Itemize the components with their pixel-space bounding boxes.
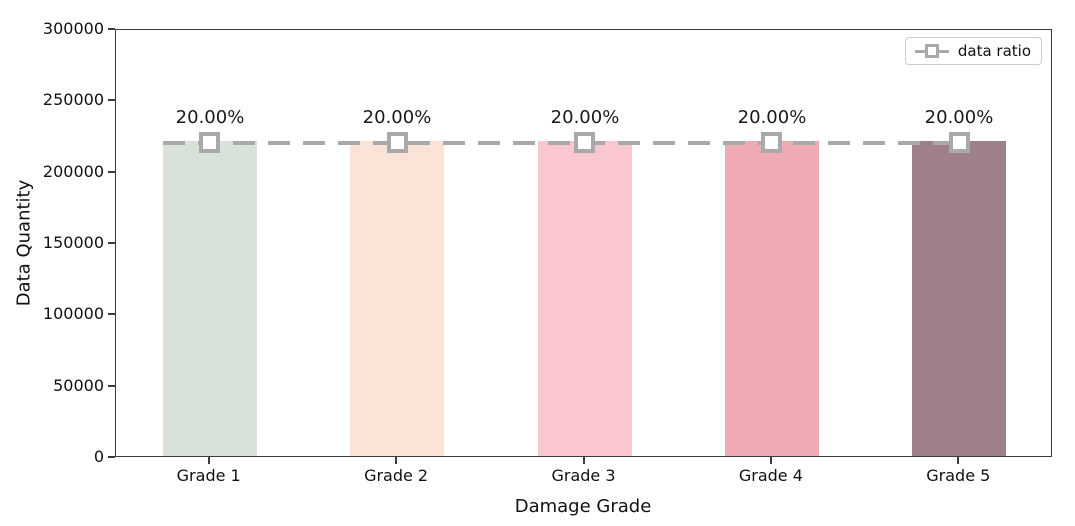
- plot-area: data ratio 20.00% 20.00% 20.00% 20.00% 20.00…: [115, 29, 1052, 457]
- bar-grade-2: [350, 141, 444, 456]
- x-tick-mark: [769, 457, 772, 464]
- data-ratio-percent-label: 20.00%: [550, 107, 620, 128]
- y-tick-label: 100000: [42, 304, 104, 324]
- x-tick-mark: [207, 457, 210, 464]
- y-tick-mark: [108, 456, 115, 458]
- x-tick-label: Grade 5: [926, 466, 991, 485]
- x-tick-label: Grade 4: [738, 466, 803, 485]
- data-ratio-line: [163, 141, 960, 145]
- data-ratio-marker: [574, 132, 595, 153]
- legend-square-marker-icon: [924, 44, 939, 58]
- y-tick-label: 200000: [42, 161, 104, 181]
- x-tick-label: Grade 1: [176, 466, 241, 485]
- y-tick-mark: [108, 28, 115, 30]
- x-tick-mark: [957, 457, 960, 464]
- y-tick-label: 150000: [42, 233, 104, 252]
- data-ratio-marker: [949, 132, 970, 153]
- x-axis-title: Damage Grade: [514, 496, 652, 517]
- x-tick-mark: [582, 457, 585, 464]
- y-tick-mark: [108, 99, 115, 102]
- y-tick-mark: [108, 170, 115, 173]
- data-ratio-percent-label: 20.00%: [362, 107, 432, 128]
- data-ratio-line-marker-icon: [914, 43, 949, 59]
- legend: data ratio: [904, 37, 1042, 65]
- y-tick-mark: [108, 384, 115, 387]
- bar-grade-1: [163, 141, 257, 456]
- data-ratio-percent-label: 20.00%: [737, 107, 807, 128]
- legend-label: data ratio: [957, 42, 1031, 60]
- data-ratio-marker: [761, 132, 782, 153]
- data-ratio-marker: [199, 132, 220, 153]
- x-tick-label: Grade 2: [364, 466, 429, 485]
- data-ratio-percent-label: 20.00%: [175, 107, 245, 128]
- bar-grade-5: [912, 141, 1006, 456]
- y-tick-mark: [108, 242, 115, 244]
- y-tick-label: 50000: [53, 375, 104, 395]
- data-ratio-percent-label: 20.00%: [924, 107, 994, 128]
- y-tick-label: 250000: [42, 90, 104, 110]
- y-tick-label: 300000: [42, 19, 104, 38]
- y-tick-mark: [108, 313, 115, 316]
- data-ratio-marker: [387, 132, 408, 153]
- x-tick-mark: [395, 457, 398, 464]
- y-tick-label: 0: [93, 447, 104, 466]
- bar-grade-4: [725, 141, 819, 456]
- x-tick-label: Grade 3: [551, 466, 616, 485]
- bar-grade-3: [538, 141, 632, 456]
